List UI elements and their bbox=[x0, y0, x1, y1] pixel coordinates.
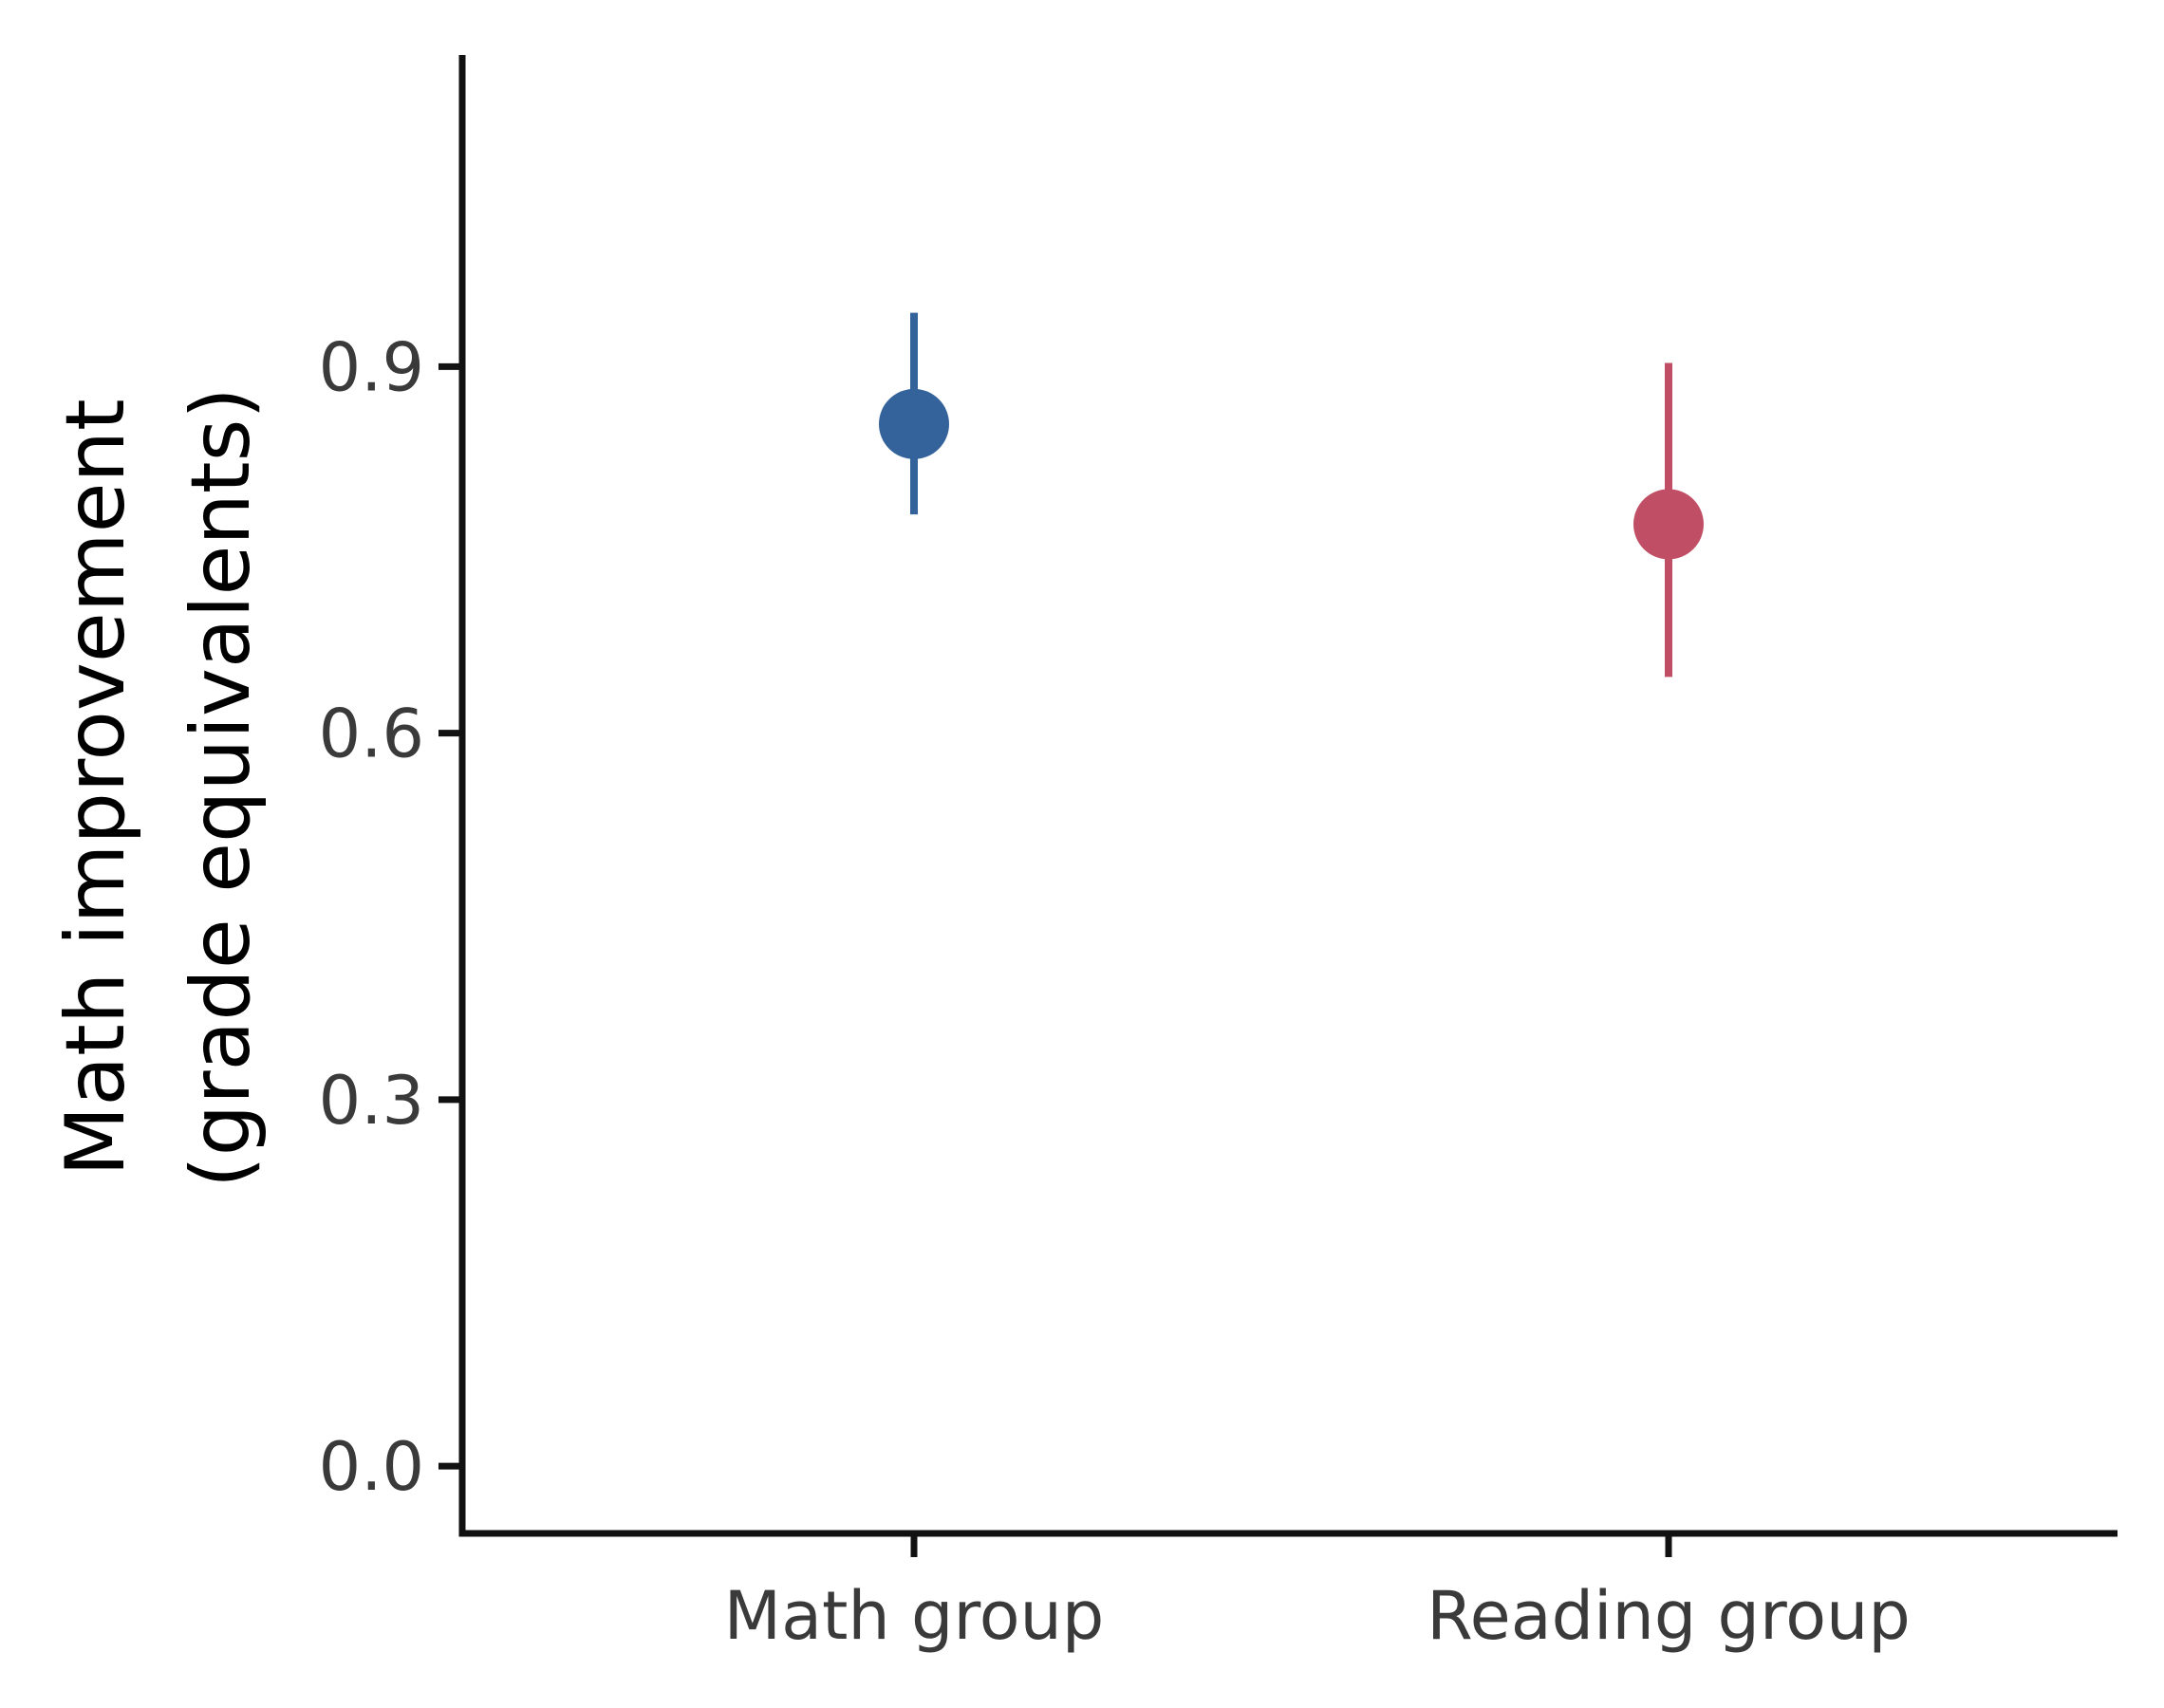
y-axis-title-line-2: (grade equivalents) bbox=[174, 387, 269, 1188]
data-point bbox=[879, 388, 949, 459]
y-axis-title-line-1: Math improvement bbox=[48, 399, 143, 1177]
data-marks bbox=[879, 312, 1704, 678]
x-tick-label: Math group bbox=[724, 1577, 1105, 1655]
y-tick-label: 0.9 bbox=[319, 328, 424, 406]
data-point bbox=[1633, 489, 1704, 560]
x-tick-label: Reading group bbox=[1427, 1577, 1911, 1655]
y-tick-label: 0.0 bbox=[319, 1428, 424, 1506]
axes-frame bbox=[458, 55, 2117, 1537]
y-axis-ticks: 0.0 0.3 0.6 0.9 bbox=[319, 328, 462, 1506]
y-tick-label: 0.3 bbox=[319, 1062, 424, 1140]
x-axis-ticks: Math group Reading group bbox=[724, 1533, 1911, 1655]
y-axis-title: Math improvement (grade equivalents) bbox=[48, 387, 269, 1188]
y-tick-label: 0.6 bbox=[319, 696, 424, 773]
